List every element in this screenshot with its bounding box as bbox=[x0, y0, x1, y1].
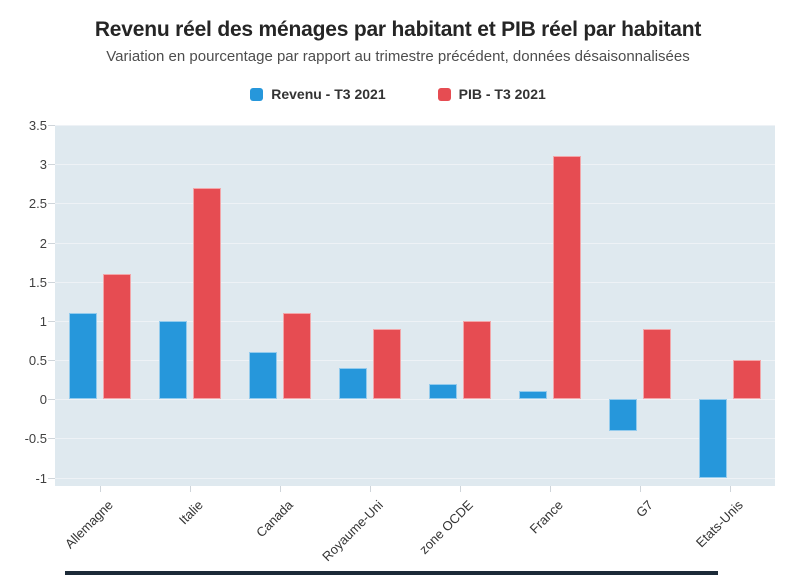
x-axis-label-canada: Canada bbox=[253, 497, 296, 541]
bar-pib-france[interactable] bbox=[553, 156, 581, 400]
bar-revenu-canada[interactable] bbox=[249, 352, 277, 400]
legend-item-revenu[interactable]: Revenu - T3 2021 bbox=[250, 86, 386, 102]
legend-label: Revenu - T3 2021 bbox=[271, 86, 386, 102]
y-axis-tick bbox=[48, 360, 55, 362]
gridline bbox=[55, 477, 775, 479]
legend-label: PIB - T3 2021 bbox=[458, 86, 546, 102]
bar-pib-royaume-uni[interactable] bbox=[373, 328, 401, 400]
cutoff-footer-bar bbox=[65, 571, 718, 575]
gridline bbox=[55, 125, 775, 127]
gridline bbox=[55, 360, 775, 362]
revenu-swatch-icon bbox=[250, 87, 264, 101]
pib-swatch-icon bbox=[437, 87, 451, 101]
x-axis-tick bbox=[370, 486, 371, 492]
y-axis-tick-label: 3 bbox=[39, 157, 47, 173]
x-axis-tick bbox=[640, 486, 641, 492]
x-axis-tick bbox=[550, 486, 551, 492]
bar-revenu-italie[interactable] bbox=[159, 320, 187, 400]
bar-revenu-allemagne[interactable] bbox=[69, 313, 97, 400]
y-axis-tick-label: 1 bbox=[39, 313, 47, 329]
x-axis-tick bbox=[460, 486, 461, 492]
bar-pib-etats-unis[interactable] bbox=[733, 360, 761, 400]
x-axis-tick bbox=[100, 486, 101, 492]
legend-item-pib[interactable]: PIB - T3 2021 bbox=[437, 86, 546, 102]
bar-revenu-zone-ocde[interactable] bbox=[429, 383, 457, 400]
gridline bbox=[55, 320, 775, 322]
bar-pib-italie[interactable] bbox=[193, 187, 221, 400]
bar-revenu-g7[interactable] bbox=[609, 399, 637, 431]
y-axis-tick bbox=[48, 164, 55, 166]
x-axis-tick bbox=[280, 486, 281, 492]
bar-pib-zone-ocde[interactable] bbox=[463, 320, 491, 400]
y-axis-tick bbox=[48, 242, 55, 244]
gridline bbox=[55, 438, 775, 440]
gridline bbox=[55, 164, 775, 166]
y-axis-tick-label: 2.5 bbox=[28, 196, 47, 212]
x-axis-label-france: France bbox=[526, 497, 566, 537]
legend: Revenu - T3 2021 PIB - T3 2021 bbox=[0, 86, 796, 102]
y-axis-tick-label: 0 bbox=[39, 392, 47, 408]
bar-pib-allemagne[interactable] bbox=[103, 273, 131, 400]
x-axis-label-zone-ocde: zone OCDE bbox=[416, 497, 476, 557]
bar-revenu-etats-unis[interactable] bbox=[699, 399, 727, 478]
plot-background bbox=[55, 125, 775, 486]
y-axis-tick-label: 0.5 bbox=[28, 353, 47, 369]
gridline bbox=[55, 242, 775, 244]
y-axis-tick-label: 2 bbox=[39, 235, 47, 251]
x-axis-tick bbox=[730, 486, 731, 492]
chart-subtitle: Variation en pourcentage par rapport au … bbox=[106, 48, 690, 65]
y-axis-tick-label: 1.5 bbox=[28, 274, 47, 290]
x-axis-label-italie: Italie bbox=[175, 497, 206, 528]
y-axis-tick-label: -0.5 bbox=[24, 431, 47, 447]
y-axis-tick bbox=[48, 281, 55, 283]
y-axis-tick bbox=[48, 438, 55, 440]
y-axis-tick bbox=[48, 320, 55, 322]
plot-area bbox=[55, 125, 775, 486]
y-axis-tick-label: -1 bbox=[35, 470, 47, 486]
x-axis-label-allemagne: Allemagne bbox=[61, 497, 116, 552]
bar-revenu-france[interactable] bbox=[519, 391, 547, 400]
bar-revenu-royaume-uni[interactable] bbox=[339, 367, 367, 400]
x-axis-label-royaume-uni: Royaume-Uni bbox=[319, 497, 386, 565]
x-axis-tick bbox=[190, 486, 191, 492]
gridline bbox=[55, 203, 775, 205]
x-axis-label-g7: G7 bbox=[633, 497, 656, 521]
y-axis-tick bbox=[48, 477, 55, 479]
chart-title: Revenu réel des ménages par habitant et … bbox=[94, 18, 702, 41]
bar-pib-canada[interactable] bbox=[283, 313, 311, 400]
gridline bbox=[55, 281, 775, 283]
y-axis-tick bbox=[48, 203, 55, 205]
x-axis-label-etats-unis: Etats-Unis bbox=[692, 497, 746, 551]
y-axis-tick bbox=[48, 399, 55, 401]
y-axis-tick bbox=[48, 125, 55, 127]
y-axis-tick-label: 3.5 bbox=[28, 118, 47, 134]
bar-pib-g7[interactable] bbox=[643, 328, 671, 400]
gridline bbox=[55, 399, 775, 401]
